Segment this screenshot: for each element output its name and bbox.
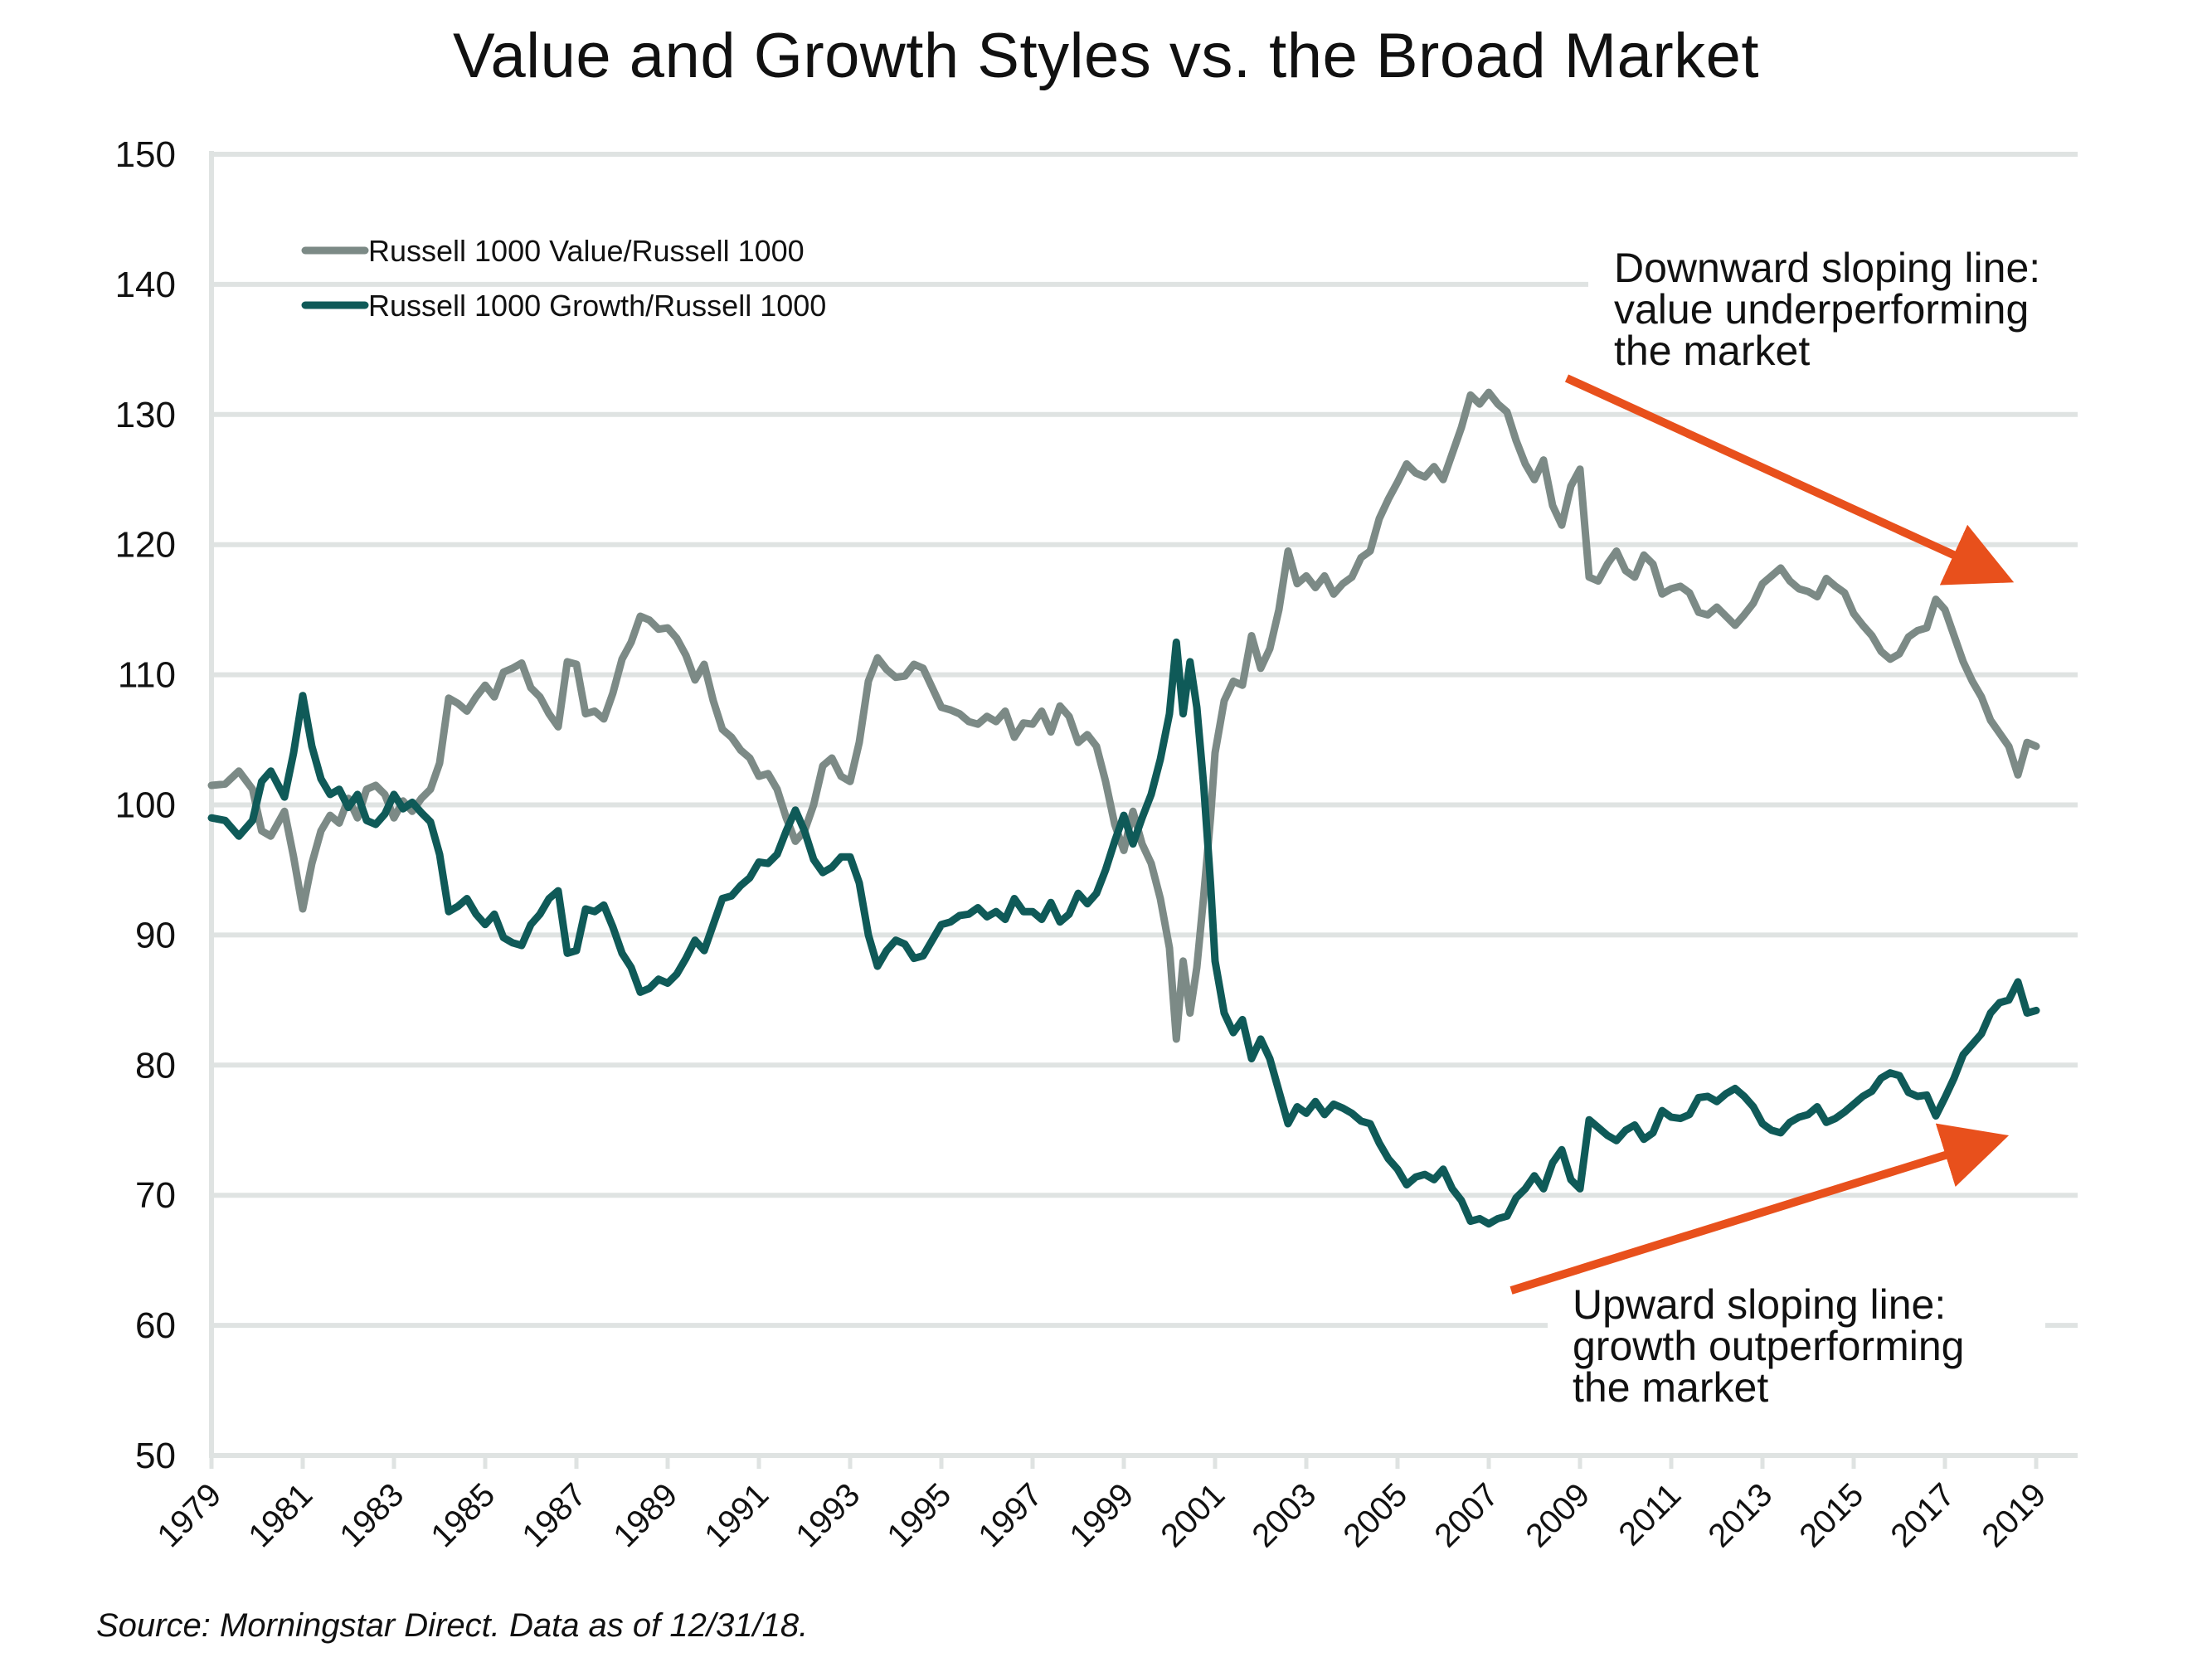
y-tick-label-80: 80 (135, 1045, 176, 1086)
y-tick-label-140: 140 (115, 265, 176, 305)
x-tick-label-1999: 1999 (1062, 1476, 1140, 1554)
legend: Russell 1000 Value/Russell 1000 Russell … (301, 234, 826, 323)
x-tick-label-1981: 1981 (241, 1476, 319, 1554)
annotation-down-line-1: Downward sloping line: (1614, 245, 2040, 291)
arrow-up (1510, 1123, 2010, 1295)
x-tick-label-2005: 2005 (1336, 1476, 1414, 1554)
x-tick-label-1985: 1985 (424, 1476, 502, 1554)
x-tick-label-2009: 2009 (1519, 1476, 1597, 1554)
x-tick-label-1987: 1987 (515, 1476, 593, 1554)
gridlines (211, 152, 2078, 1329)
axes (209, 151, 2078, 1469)
y-tick-label-110: 110 (118, 655, 176, 696)
x-tick-label-2013: 2013 (1701, 1476, 1779, 1554)
annotation-up-line-3: the market (1573, 1364, 1768, 1411)
x-tick-label-1983: 1983 (333, 1476, 411, 1554)
y-tick-label-70: 70 (135, 1175, 176, 1216)
x-tick-label-2017: 2017 (1884, 1476, 1962, 1554)
annotation-down-line-2: value underperforming (1614, 286, 2029, 333)
x-axis-tick-labels: 1979 1981 1983 1985 1987 1989 1991 1993 1995 1997… (150, 1476, 2053, 1554)
series-lines (207, 388, 2040, 1228)
x-tick-label-1997: 1997 (971, 1476, 1049, 1554)
annotation-up-background (1548, 1276, 2045, 1418)
x-tick-label-1991: 1991 (698, 1476, 775, 1554)
legend-label-growth: Russell 1000 Growth/Russell 1000 (368, 289, 826, 323)
y-tick-label-120: 120 (115, 525, 176, 566)
y-tick-label-90: 90 (135, 915, 176, 955)
annotation-up-line-2: growth outperforming (1573, 1323, 1964, 1369)
y-tick-label-50: 50 (135, 1436, 176, 1476)
x-tick-label-2015: 2015 (1792, 1476, 1870, 1554)
x-tick-label-2019: 2019 (1975, 1476, 2053, 1554)
legend-label-value: Russell 1000 Value/Russell 1000 (368, 234, 805, 268)
x-tick-label-1995: 1995 (880, 1476, 958, 1554)
series-line-value (207, 388, 2040, 1043)
x-tick-label-1993: 1993 (789, 1476, 867, 1554)
chart-title: Value and Growth Styles vs. the Broad Ma… (452, 21, 1760, 91)
y-tick-label-130: 130 (115, 395, 176, 435)
source-note: Source: Morningstar Direct. Data as of 1… (96, 1607, 809, 1644)
y-axis-tick-labels: 50 60 70 80 90 100 110 120 130 140 150 (115, 134, 176, 1476)
annotation-up-line-1: Upward sloping line: (1573, 1281, 1946, 1328)
x-tick-label-2003: 2003 (1245, 1476, 1323, 1554)
y-tick-label-100: 100 (115, 785, 176, 826)
y-tick-label-150: 150 (115, 134, 176, 175)
x-tick-label-2011: 2011 (1612, 1476, 1688, 1553)
x-tick-label-2007: 2007 (1427, 1476, 1505, 1554)
arrow-down (1564, 374, 2015, 586)
annotation-down-background (1588, 241, 2103, 383)
annotation-down-line-3: the market (1614, 328, 1810, 374)
x-tick-label-1979: 1979 (150, 1476, 228, 1554)
x-tick-label-2001: 2001 (1154, 1476, 1232, 1554)
y-tick-label-60: 60 (135, 1305, 176, 1346)
annotations: Downward sloping line: value underperfor… (1510, 241, 2103, 1418)
x-tick-label-1989: 1989 (606, 1476, 684, 1554)
series-line-growth (207, 638, 2040, 1228)
